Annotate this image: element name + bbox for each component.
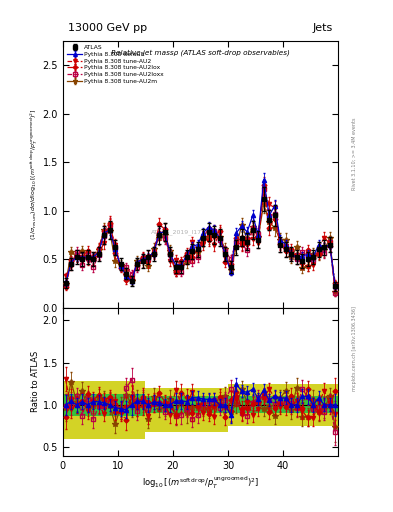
Legend: ATLAS, Pythia 8.308 default, Pythia 8.308 tune-AU2, Pythia 8.308 tune-AU2lox, Py: ATLAS, Pythia 8.308 default, Pythia 8.30… [66, 44, 165, 85]
Text: Jets: Jets [312, 23, 332, 33]
Text: 13000 GeV pp: 13000 GeV pp [68, 23, 147, 33]
X-axis label: $\log_{10}[(m^{\rm soft\,drop}/p_T^{\rm ungroomed})^2]$: $\log_{10}[(m^{\rm soft\,drop}/p_T^{\rm … [142, 475, 259, 491]
Text: Rivet 3.1.10; >= 3.4M events: Rivet 3.1.10; >= 3.4M events [352, 117, 357, 190]
Text: Relative jet massρ (ATLAS soft-drop observables): Relative jet massρ (ATLAS soft-drop obse… [111, 49, 290, 56]
Y-axis label: Ratio to ATLAS: Ratio to ATLAS [31, 351, 40, 412]
Text: ATLAS_2019_I1772062: ATLAS_2019_I1772062 [151, 229, 222, 234]
Y-axis label: $(1/\sigma_{\rm resum})\,d\sigma/d\log_{10}[(m^{\rm soft\,drop}/p_T^{\rm ungroom: $(1/\sigma_{\rm resum})\,d\sigma/d\log_{… [28, 109, 40, 240]
Text: mcplots.cern.ch [arXiv:1306.3436]: mcplots.cern.ch [arXiv:1306.3436] [352, 306, 357, 391]
